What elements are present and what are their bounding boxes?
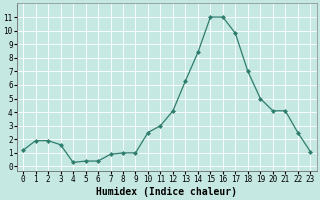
X-axis label: Humidex (Indice chaleur): Humidex (Indice chaleur) (96, 186, 237, 197)
